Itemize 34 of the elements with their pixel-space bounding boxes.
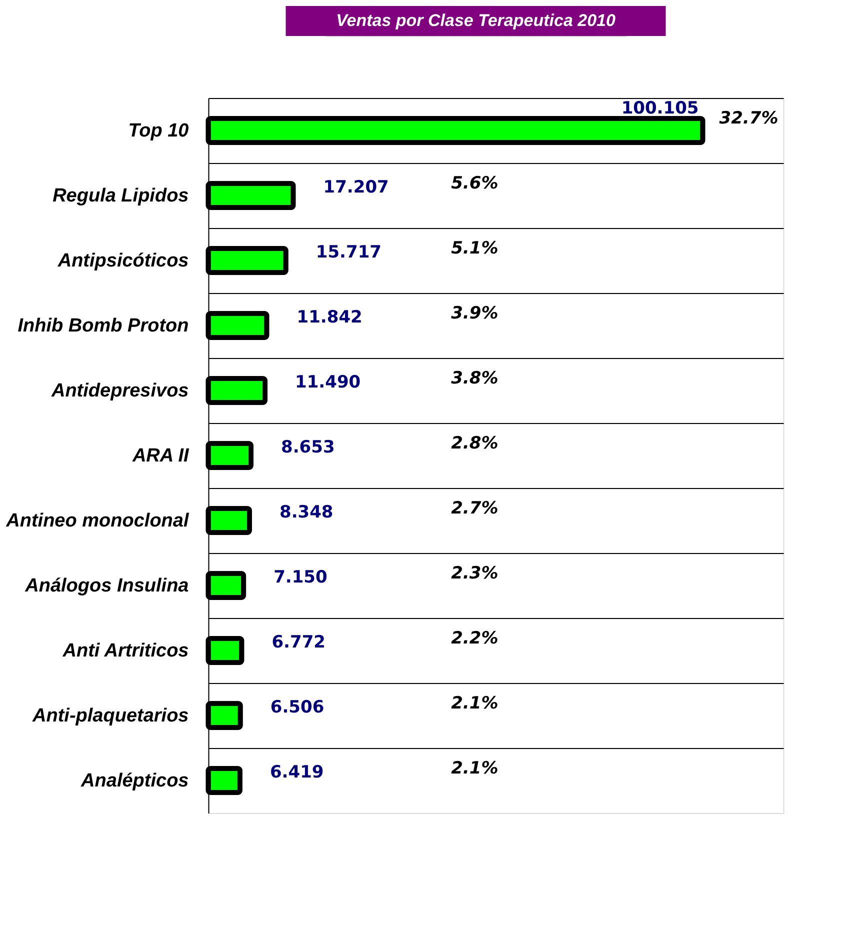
annotation: 2.1% — [451, 694, 498, 714]
data-label: 6.506 — [270, 698, 324, 718]
annotation: 2.1% — [451, 758, 498, 778]
data-label: 15.717 — [316, 242, 382, 262]
annotation: 5.1% — [451, 238, 498, 258]
chart-title: Ventas por Clase Terapeutica 2010 — [336, 11, 616, 30]
y-tick-label: Antidepresivos — [50, 380, 189, 402]
annotation: 3.9% — [451, 304, 498, 324]
data-label: 8.653 — [280, 438, 335, 458]
annotation: 5.6% — [451, 174, 498, 194]
data-label: 6.772 — [272, 632, 326, 652]
y-tick-label: Antipsicóticos — [56, 250, 189, 272]
text: 32.7% — [719, 108, 778, 128]
annotation: 2.3% — [451, 564, 498, 584]
annotation: 2.7% — [451, 498, 498, 518]
data-label: 100.105 — [621, 98, 699, 118]
data-label: 6.419 — [270, 762, 324, 782]
data-label: 8.348 — [279, 502, 334, 522]
annotation: 2.8% — [451, 434, 498, 454]
y-tick-label: ARA II — [131, 446, 190, 466]
y-tick-label: Top 10 — [128, 120, 190, 142]
annotation: 3.8% — [451, 368, 498, 388]
y-tick-label: Análogos Insulina — [24, 576, 190, 596]
data-label: 7.150 — [274, 568, 328, 588]
y-tick-label: Inhib Bomb Proton — [18, 316, 189, 336]
data-label: 17.207 — [323, 178, 389, 198]
data-label: 11.490 — [295, 372, 361, 392]
y-tick-label: Regula Lipidos — [52, 186, 189, 206]
annotation: 2.2% — [451, 628, 498, 648]
data-label: 11.842 — [296, 308, 362, 328]
y-tick-label: Antineo monoclonal — [5, 510, 190, 532]
y-tick-label: Anti Artriticos — [62, 640, 189, 662]
y-tick-label: Anti-plaquetarios — [32, 706, 189, 726]
y-tick-label: Analépticos — [80, 770, 189, 792]
